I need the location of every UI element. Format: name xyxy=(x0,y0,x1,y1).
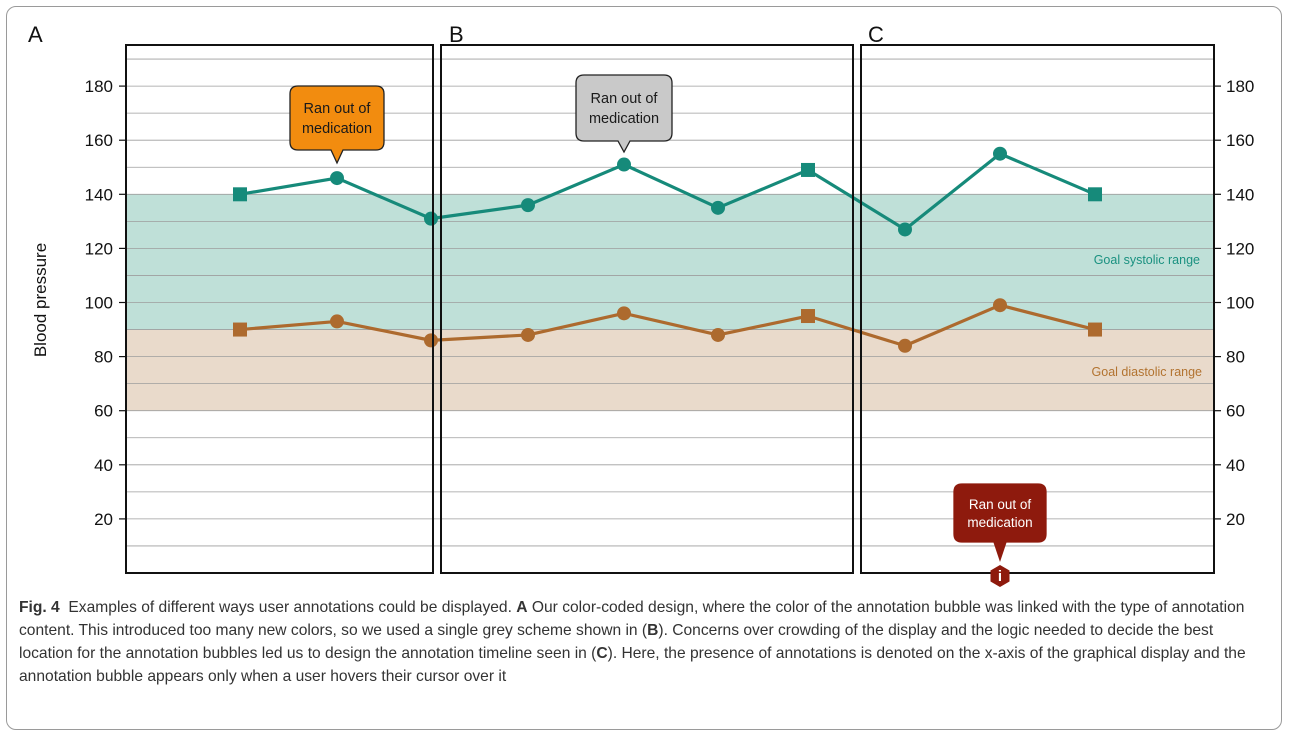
y-tick-label-left: 140 xyxy=(85,185,113,204)
annotation-bubble-a: Ran out of medication xyxy=(289,85,385,165)
caption-panel-ref: A xyxy=(516,599,528,616)
diastolic-point-circle xyxy=(993,298,1007,313)
systolic-point-circle xyxy=(617,157,631,172)
annotation-text-line: Ran out of xyxy=(969,497,1032,512)
y-tick-label-left: 180 xyxy=(85,77,113,96)
systolic-point-circle xyxy=(993,146,1007,161)
caption-text: ). Concerns over crowding of the display… xyxy=(19,622,1214,662)
systolic-point-square xyxy=(233,187,247,202)
y-tick-label-right: 100 xyxy=(1226,294,1254,313)
blood-pressure-chart: Ran out of medication Ran out of medication… xyxy=(28,22,1254,587)
panel-letter-c: C xyxy=(868,22,884,47)
annotation-marker-icon xyxy=(990,565,1010,587)
y-tick-label-right: 120 xyxy=(1226,239,1254,258)
y-tick-label-right: 160 xyxy=(1226,131,1254,150)
annotation-bubble-b: Ran out of medication xyxy=(575,74,673,154)
y-axis-label: Blood pressure xyxy=(31,243,50,357)
panel-letter-a: A xyxy=(28,22,43,47)
diastolic-point-circle xyxy=(898,338,912,353)
caption-text: ). Here, the presence of annotations is … xyxy=(19,645,1246,685)
y-tick-label-right: 80 xyxy=(1226,348,1245,367)
diastolic-point-square xyxy=(801,309,815,324)
annotation-text-line: medication xyxy=(967,515,1032,530)
annotation-bubble-shape xyxy=(953,483,1047,563)
systolic-series-line xyxy=(239,152,1096,232)
caption-panel-ref: B xyxy=(647,622,659,639)
systolic-point-square xyxy=(1088,187,1102,202)
annotation-bubble-shape xyxy=(575,74,673,154)
y-tick-label-left: 80 xyxy=(94,348,113,367)
annotation-text-line: Ran out of xyxy=(304,101,372,117)
y-tick-label-left: 40 xyxy=(94,456,113,475)
y-tick-label-right: 60 xyxy=(1226,402,1245,421)
caption-panel-ref: C xyxy=(596,645,608,662)
caption-label: Fig. 4 xyxy=(19,599,60,616)
y-tick-label-left: 60 xyxy=(94,402,113,421)
systolic-band-label: Goal systolic range xyxy=(1094,253,1200,267)
diastolic-point-circle xyxy=(330,314,344,329)
systolic-goal-band xyxy=(126,194,1214,330)
diastolic-goal-band xyxy=(126,329,1214,411)
diastolic-point-circle xyxy=(711,327,725,342)
y-tick-label-right: 140 xyxy=(1226,185,1254,204)
systolic-point-circle xyxy=(711,200,725,215)
caption-text: Our color-coded design, where the color … xyxy=(19,599,1245,639)
caption-text: Examples of different ways user annotati… xyxy=(68,599,517,616)
y-tick-label-left: 160 xyxy=(85,131,113,150)
y-tick-label-left: 100 xyxy=(85,294,113,313)
systolic-point-circle xyxy=(521,198,535,213)
diastolic-band-label: Goal diastolic range xyxy=(1092,365,1203,379)
diastolic-point-circle xyxy=(617,306,631,321)
diastolic-point-circle xyxy=(424,333,438,348)
y-tick-label-right: 40 xyxy=(1226,456,1245,475)
caption-body: Examples of different ways user annotati… xyxy=(19,599,1246,685)
info-icon: i xyxy=(998,568,1002,585)
annotation-text-line: medication xyxy=(589,111,659,127)
diastolic-point-square xyxy=(233,322,247,337)
annotation-text-line: Ran out of xyxy=(591,91,659,107)
y-tick-label-right: 20 xyxy=(1226,510,1245,529)
annotation-bubble-c: Ran out of medication xyxy=(953,483,1047,563)
y-tick-label-right: 180 xyxy=(1226,77,1254,96)
y-tick-label-left: 20 xyxy=(94,510,113,529)
diastolic-point-square xyxy=(1088,322,1102,337)
diastolic-point-circle xyxy=(521,327,535,342)
annotation-text-line: medication xyxy=(302,121,372,137)
diastolic-series-line xyxy=(239,303,1096,348)
figure-caption: Fig. 4 Examples of different ways user a… xyxy=(19,596,1259,688)
y-tick-label-left: 120 xyxy=(85,239,113,258)
annotation-bubble-shape xyxy=(289,85,385,165)
systolic-point-square xyxy=(801,162,815,177)
systolic-point-circle xyxy=(424,211,438,226)
panel-letter-b: B xyxy=(449,22,464,47)
systolic-point-circle xyxy=(898,222,912,237)
systolic-point-circle xyxy=(330,171,344,186)
